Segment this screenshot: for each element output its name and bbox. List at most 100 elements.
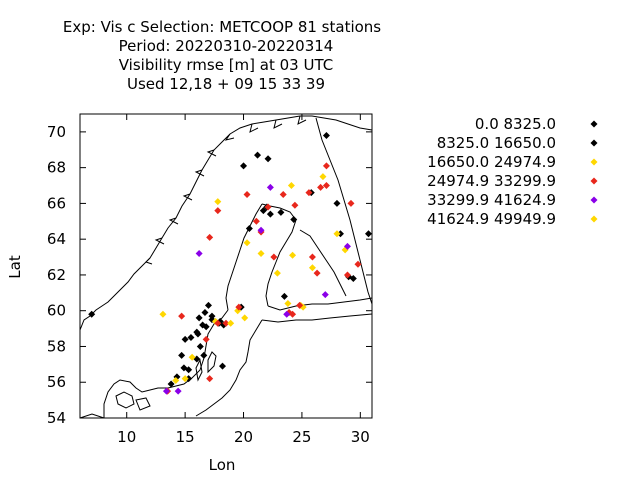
data-point xyxy=(283,310,291,318)
plot-frame xyxy=(79,113,373,419)
data-point xyxy=(88,310,96,318)
data-point xyxy=(204,301,212,309)
data-point xyxy=(174,387,182,395)
x-axis-label: Lon xyxy=(209,456,236,474)
data-point xyxy=(343,271,351,279)
data-point xyxy=(222,319,230,327)
data-point xyxy=(252,217,260,225)
data-point xyxy=(243,239,251,247)
y-tick-label: 64 xyxy=(47,230,66,248)
data-point xyxy=(270,253,278,261)
data-point xyxy=(257,226,265,234)
data-point xyxy=(322,131,330,139)
y-tick-label: 70 xyxy=(47,123,66,141)
title-line-1: Exp: Vis c Selection: METCOOP 81 station… xyxy=(63,18,381,36)
data-point xyxy=(185,366,193,374)
data-point xyxy=(195,314,203,322)
data-point xyxy=(178,351,186,359)
data-point xyxy=(162,387,170,395)
data-point xyxy=(214,319,222,327)
data-point xyxy=(266,210,274,218)
data-point xyxy=(202,335,210,343)
title-line-4: Used 12,18 + 09 15 33 39 xyxy=(127,75,325,93)
data-point xyxy=(291,201,299,209)
data-point xyxy=(333,230,341,238)
legend-entry-label: 16650.0 24974.9 xyxy=(427,153,556,171)
data-point xyxy=(227,319,235,327)
data-point xyxy=(181,335,189,343)
data-point xyxy=(202,323,210,331)
data-point xyxy=(208,312,216,320)
legend-entry-marker xyxy=(590,215,598,223)
data-point xyxy=(241,314,249,322)
x-axis: 10 15 20 25 30 xyxy=(117,114,370,446)
data-point xyxy=(279,190,287,198)
legend-entry-label: 41624.9 49949.9 xyxy=(427,210,556,228)
data-point xyxy=(317,183,325,191)
data-point xyxy=(264,203,272,211)
data-point xyxy=(264,155,272,163)
data-point xyxy=(214,207,222,215)
data-point xyxy=(277,208,285,216)
data-point xyxy=(240,162,248,170)
data-point xyxy=(178,312,186,320)
legend-entry-label: 8325.0 16650.0 xyxy=(437,134,556,152)
data-point xyxy=(167,380,175,388)
x-tick-label: 20 xyxy=(234,428,253,446)
y-axis: 54 56 58 60 62 64 66 68 70 xyxy=(47,123,372,427)
data-points xyxy=(88,131,372,395)
data-point xyxy=(257,249,265,257)
data-point xyxy=(159,310,167,318)
legend-entry-label: 33299.9 41624.9 xyxy=(427,191,556,209)
data-point xyxy=(322,162,330,170)
data-point xyxy=(266,183,274,191)
data-point xyxy=(195,249,203,257)
data-point xyxy=(290,216,298,224)
data-point xyxy=(354,260,362,268)
data-point xyxy=(254,151,262,159)
data-point xyxy=(364,230,372,238)
data-point xyxy=(319,173,327,181)
data-point xyxy=(273,269,281,277)
data-point xyxy=(322,182,330,190)
x-tick-label: 25 xyxy=(292,428,311,446)
data-point xyxy=(245,224,253,232)
data-point xyxy=(308,253,316,261)
legend-entry-marker xyxy=(590,177,598,185)
data-point xyxy=(259,207,267,215)
data-point xyxy=(308,264,316,272)
data-point xyxy=(172,376,180,384)
chart-title: Exp: Vis c Selection: METCOOP 81 station… xyxy=(63,18,381,93)
y-axis-label: Lat xyxy=(6,255,24,279)
data-point xyxy=(188,353,196,361)
data-point xyxy=(214,198,222,206)
data-point xyxy=(349,275,357,283)
data-point xyxy=(305,189,313,197)
data-point xyxy=(201,308,209,316)
y-tick-label: 62 xyxy=(47,266,66,284)
data-point xyxy=(287,182,295,190)
legend-entry-marker xyxy=(590,139,598,147)
y-tick-label: 54 xyxy=(47,409,66,427)
legend-entry-marker xyxy=(590,158,598,166)
data-point xyxy=(296,301,304,309)
legend-entry-label: 0.0 8325.0 xyxy=(475,115,556,133)
data-point xyxy=(284,300,292,308)
data-point xyxy=(333,199,341,207)
data-point xyxy=(200,351,208,359)
data-point xyxy=(185,375,193,383)
coastline-map xyxy=(79,115,373,419)
data-point xyxy=(347,199,355,207)
data-point xyxy=(343,242,351,250)
title-line-2: Period: 20220310-20220314 xyxy=(119,37,334,55)
x-tick-label: 30 xyxy=(351,428,370,446)
data-point xyxy=(280,292,288,300)
y-tick-label: 66 xyxy=(47,194,66,212)
x-tick-label: 15 xyxy=(176,428,195,446)
legend-entry-marker xyxy=(590,120,598,128)
y-tick-label: 68 xyxy=(47,159,66,177)
y-tick-label: 56 xyxy=(47,373,66,391)
data-point xyxy=(206,375,214,383)
data-point xyxy=(235,303,243,311)
